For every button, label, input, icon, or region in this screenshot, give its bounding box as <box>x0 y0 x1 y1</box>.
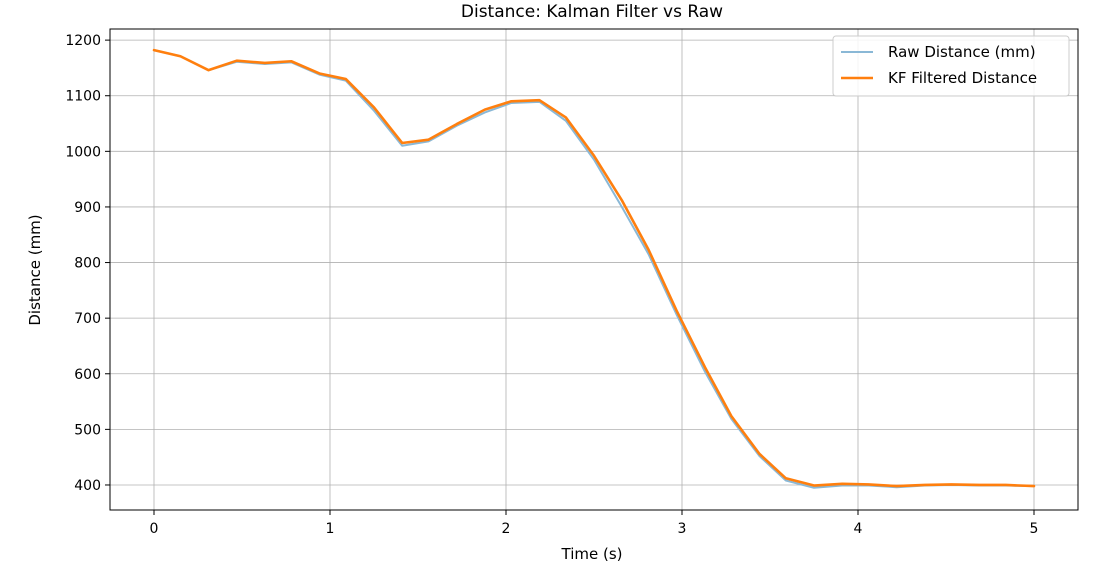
series-line-1 <box>152 48 1036 488</box>
x-tick-label: 5 <box>1030 521 1039 537</box>
y-tick-label: 1000 <box>65 144 101 160</box>
y-axis: 400 500 600 700 800 900 1000 1100 1200 <box>65 33 110 494</box>
legend-box <box>832 35 1070 97</box>
y-tick-label: 800 <box>74 256 101 272</box>
y-tick-label: 400 <box>74 478 101 494</box>
x-axis-label: Time (s) <box>561 545 623 563</box>
y-tick-label: 700 <box>74 311 101 327</box>
series-line-0 <box>153 49 1035 489</box>
x-tick-label: 0 <box>150 521 159 537</box>
x-tick-label: 1 <box>326 521 335 537</box>
y-tick-label: 1200 <box>65 33 101 49</box>
plot-frame <box>109 28 1079 511</box>
x-axis: 0 1 2 3 4 5 <box>150 510 1039 537</box>
y-tick-label: 900 <box>74 200 101 216</box>
x-tick-label: 2 <box>502 521 511 537</box>
y-tick-label: 500 <box>74 422 101 438</box>
y-tick-label: 600 <box>74 367 101 383</box>
grid <box>110 29 1078 510</box>
chart-title: Distance: Kalman Filter vs Raw <box>461 2 723 22</box>
legend: Raw Distance (mm) KF Filtered Distance <box>832 35 1070 97</box>
series-layer <box>152 48 1036 489</box>
y-tick-label: 1100 <box>65 89 101 105</box>
y-axis-label: Distance (mm) <box>26 214 44 325</box>
legend-label-kf: KF Filtered Distance <box>888 69 1037 87</box>
legend-label-raw: Raw Distance (mm) <box>888 43 1036 61</box>
x-tick-label: 3 <box>678 521 687 537</box>
x-tick-label: 4 <box>854 521 863 537</box>
